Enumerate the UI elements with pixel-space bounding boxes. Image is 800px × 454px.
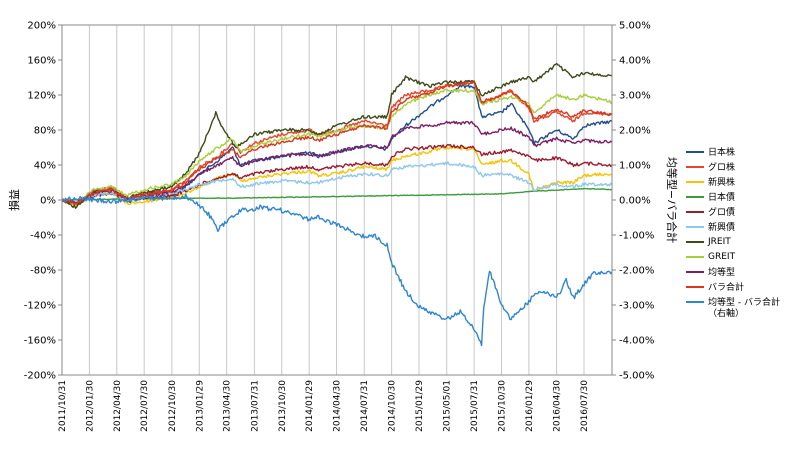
y-tick-label: 0% [40, 196, 56, 207]
legend-item: GREIT [686, 249, 780, 264]
series-line-8 [61, 88, 613, 205]
y2-tick-label: -3.00% [619, 301, 654, 312]
legend-label: GREIT [708, 251, 736, 262]
y2-tick-label: 1.00% [619, 161, 651, 172]
series-lines [61, 62, 613, 347]
y-tick-label: 200% [27, 21, 56, 32]
x-tick-label: 2015/05/01 [443, 380, 453, 432]
x-tick-label: 2012/04/30 [113, 380, 123, 432]
legend-label: 均等型 [708, 268, 736, 278]
x-tick-label: 2015/07/31 [470, 380, 480, 432]
legend-label: 日本株 [708, 148, 736, 158]
series-line-4 [61, 187, 613, 201]
legend-label: 均等型 - バラ合計 [708, 298, 780, 308]
y2-axis-label: 均等型−バラ合計 [665, 157, 679, 243]
legend-swatch [686, 210, 704, 213]
legend-label: 日本債 [708, 193, 736, 203]
legend-swatch [686, 225, 704, 228]
series-line-10 [61, 80, 613, 206]
x-tick-label: 2011/10/31 [58, 380, 68, 432]
y-tick-label: 40% [34, 161, 56, 172]
legend-item: 新興株 [686, 174, 780, 189]
y2-tick-label: -4.00% [619, 336, 654, 347]
legend-swatch [686, 300, 704, 303]
legend-label: グロ債 [708, 208, 736, 218]
series-line-11 [61, 193, 613, 347]
legend-label-sub: （右軸） [708, 309, 745, 319]
x-tick-label: 2016/01/29 [525, 380, 535, 432]
legend-label: バラ合計 [708, 283, 745, 293]
y2-tick-label: 4.00% [619, 56, 651, 67]
legend-item: JREIT [686, 234, 780, 249]
x-tick-label: 2012/10/30 [168, 380, 178, 432]
x-tick-label: 2015/01/29 [415, 380, 425, 432]
x-tick-label: 2015/10/30 [498, 380, 508, 432]
legend-swatch [686, 240, 704, 243]
legend-label: 新興株 [708, 178, 736, 188]
x-tick-label: 2012/01/30 [85, 380, 95, 432]
legend-swatch [686, 255, 704, 258]
legend-item: グロ債 [686, 204, 780, 219]
legend-swatch [686, 165, 704, 168]
legend-item: バラ合計 [686, 279, 780, 294]
legend-swatch [686, 150, 704, 153]
y2-tick-label: 2.00% [619, 126, 651, 137]
x-tick-label: 2016/07/30 [580, 380, 590, 432]
y-tick-label: -120% [24, 301, 56, 312]
x-tick-label: 2012/07/30 [140, 380, 150, 432]
y2-tick-label: 3.00% [619, 91, 651, 102]
gridlines [61, 25, 585, 375]
legend-item: 日本株 [686, 144, 780, 159]
x-tick-label: 2014/01/29 [305, 380, 315, 432]
y-tick-label: -200% [24, 371, 56, 382]
legend-item: 新興債 [686, 219, 780, 234]
legend-item: 均等型 - バラ合計 [686, 294, 780, 309]
y-tick-label: 120% [27, 91, 56, 102]
x-tick-label: 2016/04/30 [553, 380, 563, 432]
x-tick-label: 2013/07/31 [250, 380, 260, 432]
legend-swatch [686, 195, 704, 198]
y-axis-label: 損益 [7, 189, 21, 211]
series-line-6 [61, 161, 613, 205]
y-tick-label: -160% [24, 336, 56, 347]
tick-labels: 2011/10/31 2012/01/30 2012/04/30 2012/07/30… [24, 21, 655, 432]
legend-swatch [686, 180, 704, 183]
x-tick-label: 2014/07/31 [360, 380, 370, 432]
y2-tick-label: -1.00% [619, 231, 654, 242]
legend-swatch [686, 270, 704, 273]
x-tick-label: 2013/04/30 [223, 380, 233, 432]
legend-swatch [686, 285, 704, 288]
x-tick-label: 2013/10/30 [278, 380, 288, 432]
y2-tick-label: -5.00% [619, 371, 654, 382]
y2-tick-label: 5.00% [619, 21, 651, 32]
x-tick-label: 2014/10/30 [388, 380, 398, 432]
y-tick-label: -80% [30, 266, 56, 277]
y2-tick-label: 0.00% [619, 196, 651, 207]
y-tick-label: 80% [34, 126, 56, 137]
legend-label: 新興債 [708, 223, 736, 233]
y-tick-label: 160% [27, 56, 56, 67]
legend-item: 均等型 [686, 264, 780, 279]
legend-item: グロ株 [686, 159, 780, 174]
x-tick-label: 2014/04/30 [333, 380, 343, 432]
legend: 日本株グロ株新興株日本債グロ債新興債 JREIT GREIT 均等型バラ合計均等型 -… [686, 144, 780, 319]
x-tick-label: 2013/01/29 [195, 380, 205, 432]
y2-tick-label: -2.00% [619, 266, 654, 277]
legend-label: グロ株 [708, 163, 736, 173]
y-tick-label: -40% [30, 231, 56, 242]
legend-item: 日本債 [686, 189, 780, 204]
legend-label: JREIT [708, 236, 731, 247]
